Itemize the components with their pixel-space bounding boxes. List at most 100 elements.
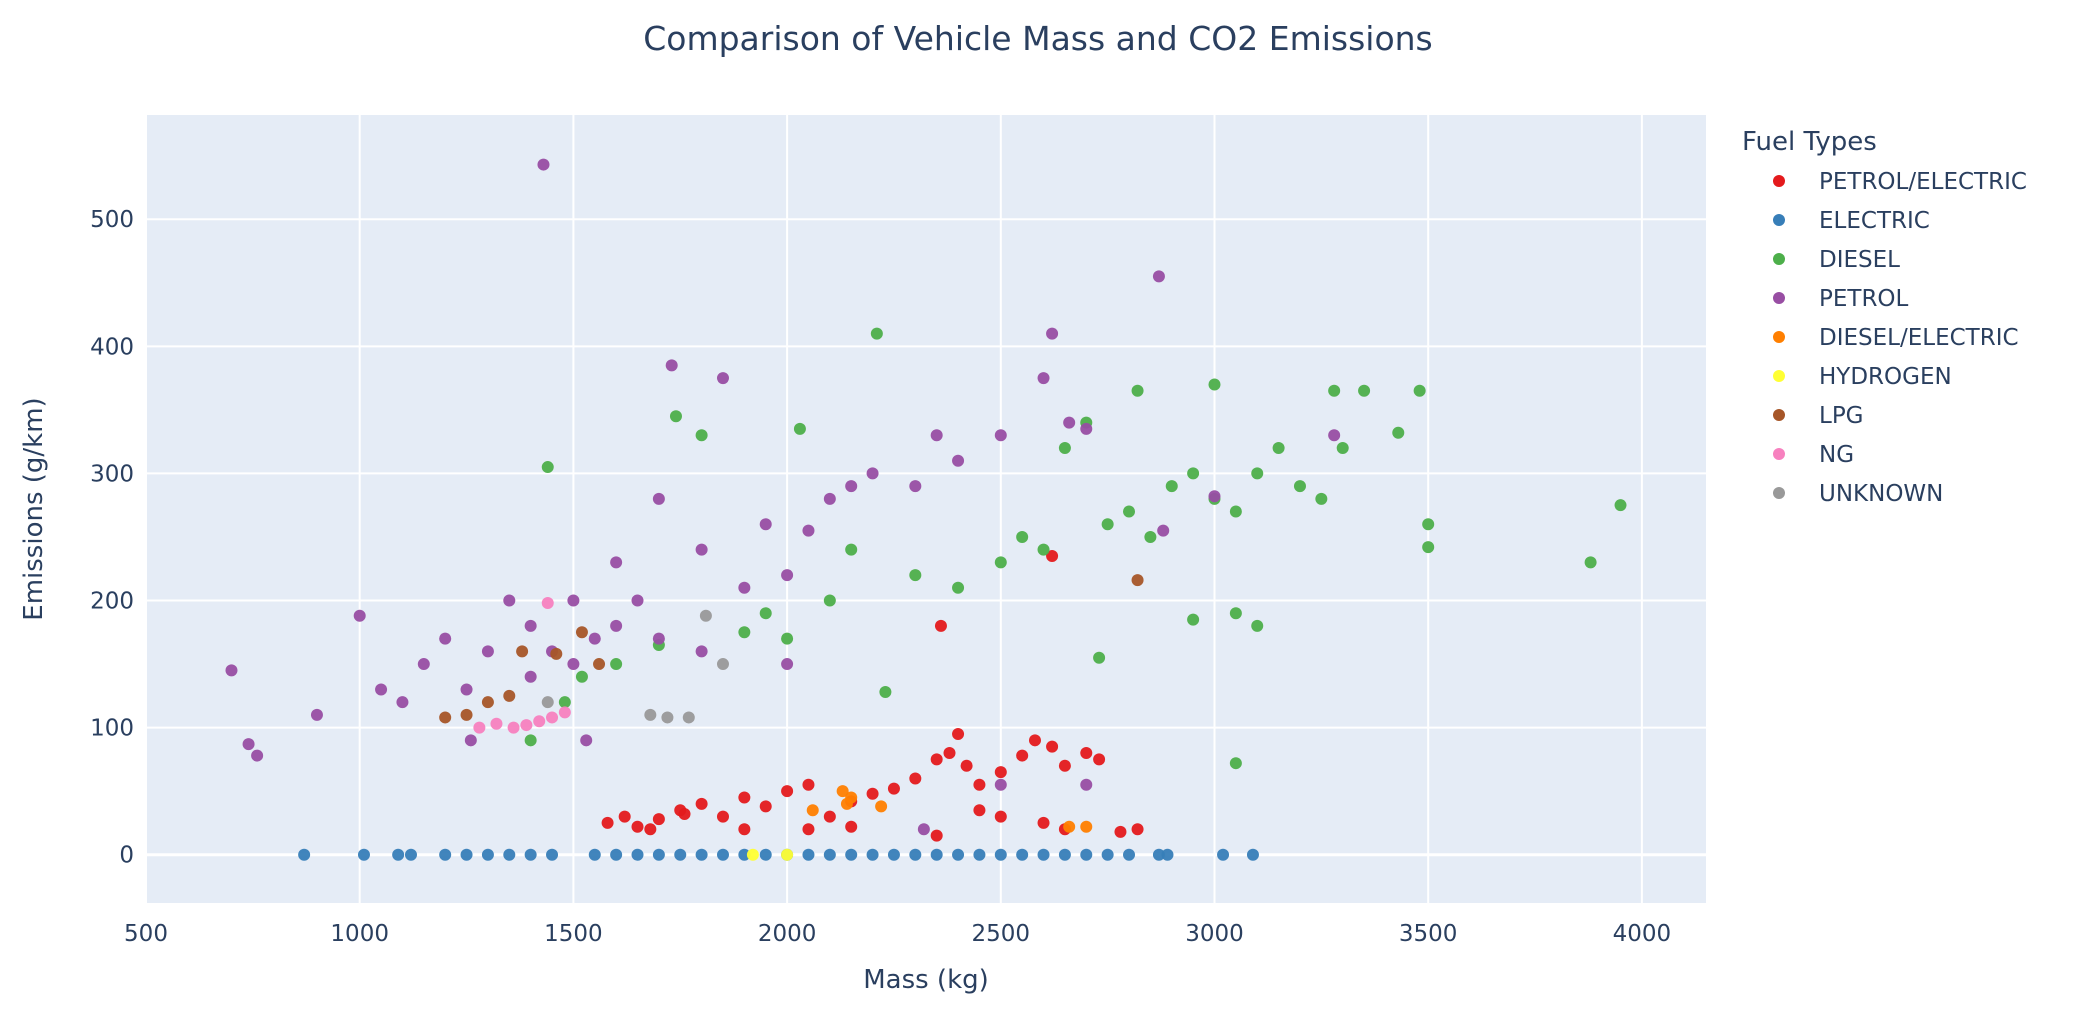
data-point — [823, 848, 836, 861]
legend-item[interactable]: DIESEL — [1773, 247, 1900, 273]
data-point — [738, 848, 751, 861]
data-point — [738, 626, 751, 639]
data-point — [610, 848, 623, 861]
data-point — [541, 597, 554, 610]
y-tick-label: 200 — [90, 589, 134, 615]
data-point — [695, 543, 708, 556]
data-point — [1246, 848, 1259, 861]
data-point — [1037, 816, 1050, 829]
data-point — [1123, 505, 1136, 518]
data-point — [952, 848, 965, 861]
data-point — [375, 683, 388, 696]
data-point — [930, 848, 943, 861]
data-point — [439, 632, 452, 645]
data-point — [298, 848, 311, 861]
data-point — [618, 810, 631, 823]
series-electric — [298, 848, 1259, 861]
x-tick-label: 4000 — [1613, 921, 1672, 947]
data-point — [1229, 607, 1242, 620]
data-point — [310, 708, 323, 721]
data-point — [1101, 848, 1114, 861]
x-axis-title: Mass (kg) — [863, 965, 989, 995]
data-point — [746, 848, 759, 861]
series-petrol — [225, 158, 1341, 836]
y-axis-title: Emissions (g/km) — [19, 397, 49, 620]
series-diesel — [524, 327, 1627, 770]
data-point — [558, 706, 571, 719]
legend-label: UNKNOWN — [1819, 481, 1943, 507]
data-point — [952, 727, 965, 740]
data-point — [558, 696, 571, 709]
series-diesel-electric — [806, 785, 1093, 833]
data-point — [520, 719, 533, 732]
data-point — [994, 429, 1007, 442]
data-point — [533, 715, 546, 728]
data-point — [1080, 848, 1093, 861]
data-point — [678, 808, 691, 821]
data-point — [1046, 327, 1059, 340]
x-tick-label: 2000 — [758, 921, 817, 947]
data-point — [1217, 848, 1230, 861]
x-tick-label: 2500 — [972, 921, 1031, 947]
data-point — [759, 518, 772, 531]
data-point — [652, 632, 665, 645]
data-point — [930, 829, 943, 842]
legend-item[interactable]: PETROL — [1773, 286, 1909, 312]
data-point — [952, 454, 965, 467]
data-point — [524, 670, 537, 683]
data-point — [930, 753, 943, 766]
data-point — [1101, 518, 1114, 531]
data-point — [546, 848, 559, 861]
data-point — [537, 158, 550, 171]
y-tick-label: 300 — [90, 461, 134, 487]
legend-item[interactable]: HYDROGEN — [1773, 364, 1952, 390]
legend-item[interactable]: LPG — [1773, 403, 1864, 429]
data-point — [353, 609, 366, 622]
legend-item[interactable]: ELECTRIC — [1773, 208, 1930, 234]
legend-item[interactable]: PETROL/ELECTRIC — [1773, 169, 2027, 195]
data-point — [1063, 820, 1076, 833]
data-point — [695, 848, 708, 861]
data-point — [665, 359, 678, 372]
legend-marker — [1773, 370, 1785, 382]
legend-marker — [1773, 175, 1785, 187]
legend-item[interactable]: NG — [1773, 442, 1854, 468]
data-point — [845, 791, 858, 804]
data-point — [1080, 778, 1093, 791]
data-point — [593, 658, 606, 671]
data-point — [960, 759, 973, 772]
data-point — [1028, 734, 1041, 747]
legend: Fuel Types PETROL/ELECTRIC ELECTRIC DIESEL… — [1742, 127, 2027, 507]
data-point — [866, 787, 879, 800]
data-point — [1058, 441, 1071, 454]
data-point — [392, 848, 405, 861]
data-point — [781, 569, 794, 582]
data-point — [439, 848, 452, 861]
y-tick-label: 400 — [90, 334, 134, 360]
legend-item[interactable]: UNKNOWN — [1773, 481, 1943, 507]
legend-item[interactable]: DIESEL/ELECTRIC — [1773, 325, 2019, 351]
data-point — [759, 848, 772, 861]
data-point — [1208, 378, 1221, 391]
data-point — [661, 711, 674, 724]
data-point — [973, 848, 986, 861]
data-point — [836, 785, 849, 798]
data-point — [460, 708, 473, 721]
data-point — [588, 632, 601, 645]
data-point — [1422, 518, 1435, 531]
data-point — [759, 607, 772, 620]
data-point — [887, 848, 900, 861]
x-tick-label: 3000 — [1185, 921, 1244, 947]
data-point — [631, 820, 644, 833]
data-point — [507, 721, 520, 734]
x-tick-label: 500 — [124, 921, 168, 947]
data-point — [716, 848, 729, 861]
data-point — [806, 804, 819, 817]
data-point — [973, 778, 986, 791]
data-point — [644, 823, 657, 836]
data-point — [695, 645, 708, 658]
data-point — [1584, 556, 1597, 569]
data-point — [1157, 524, 1170, 537]
legend-marker — [1773, 214, 1785, 226]
data-point — [631, 594, 644, 607]
